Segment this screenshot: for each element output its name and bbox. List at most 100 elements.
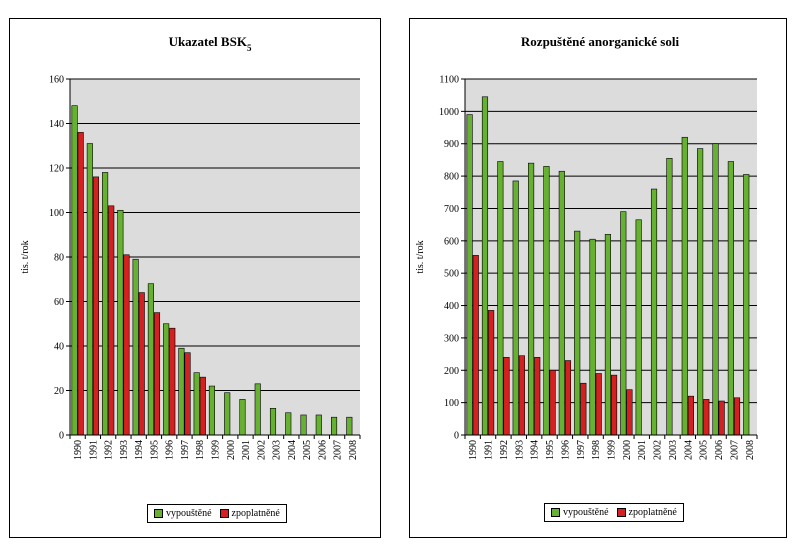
bar-emitted (132, 258, 139, 436)
chart-title: Rozpuštěné anorganické soli (521, 34, 680, 49)
bar-charged (108, 205, 115, 436)
legend-swatch-emitted (154, 509, 163, 518)
bar-charged (611, 374, 618, 436)
bar-charged (92, 176, 99, 436)
legend-item-charged: zpoplatněné (616, 507, 677, 518)
bar-emitted (254, 383, 261, 436)
bar-emitted (315, 414, 322, 436)
bar-emitted (681, 136, 688, 436)
bar-charged (595, 373, 602, 436)
y-tick-label: 160 (49, 75, 64, 86)
bar-charged (687, 395, 694, 436)
bar-charged (169, 327, 176, 436)
y-tick-label: 20 (54, 386, 64, 397)
legend-item-emitted: vypouštěné (154, 508, 212, 519)
x-tick-label: 1995 (545, 440, 556, 460)
x-tick-label: 1998 (591, 440, 602, 460)
x-tick-label: 2002 (653, 440, 664, 460)
bar-emitted (117, 209, 124, 436)
bar-emitted (147, 283, 154, 436)
x-tick-label: 2006 (317, 440, 328, 460)
legend-item-charged: zpoplatněné (219, 508, 280, 519)
y-tick-label: 0 (59, 431, 64, 442)
bar-charged (626, 389, 633, 436)
x-tick-label: 1997 (180, 440, 191, 460)
x-tick-label: 2004 (683, 440, 694, 460)
x-tick-label: 1997 (576, 440, 587, 460)
bar-charged (518, 355, 525, 436)
bar-emitted (102, 172, 109, 436)
x-tick-label: 1991 (484, 440, 495, 460)
y-tick-label: 600 (444, 236, 459, 247)
bar-emitted (331, 416, 338, 436)
x-tick-label: 2001 (241, 440, 252, 460)
bar-charged (703, 399, 710, 436)
bar-emitted (497, 161, 504, 436)
y-tick-label: 300 (444, 333, 459, 344)
legend-label-charged: zpoplatněné (628, 507, 677, 518)
bar-emitted (666, 157, 673, 436)
bar-emitted (285, 412, 292, 436)
x-tick-label: 1992 (499, 440, 510, 460)
y-tick-label: 100 (444, 398, 459, 409)
bar-charged (488, 310, 495, 436)
y-tick-label: 60 (54, 297, 64, 308)
x-tick-label: 1992 (104, 440, 115, 460)
bar-charged (718, 400, 725, 436)
bar-emitted (208, 385, 215, 436)
bar-emitted (743, 174, 750, 436)
x-tick-label: 2000 (622, 440, 633, 460)
bar-charged (199, 376, 206, 436)
y-tick-label: 400 (444, 301, 459, 312)
bar-charged (580, 382, 587, 436)
x-tick-label: 2004 (287, 440, 298, 460)
x-tick-label: 2005 (699, 440, 710, 460)
legend-label-emitted: vypouštěné (166, 508, 212, 519)
bar-emitted (650, 188, 658, 436)
y-tick-label: 200 (444, 366, 459, 377)
y-tick-label: 500 (444, 269, 459, 280)
y-tick-label: 80 (54, 253, 64, 264)
legend-label-charged: zpoplatněné (231, 508, 280, 519)
bar-emitted (163, 323, 170, 436)
x-tick-label: 2000 (226, 440, 237, 460)
bar-charged (549, 369, 556, 436)
bar-charged (123, 254, 130, 436)
legend-swatch-charged (616, 508, 626, 517)
y-tick-label: 800 (444, 172, 459, 183)
bar-charged (138, 292, 145, 436)
x-tick-label: 1994 (134, 440, 145, 460)
bar-charged (564, 360, 572, 436)
legend: vypouštěné zpoplatněné (544, 503, 684, 522)
bar-emitted (574, 230, 581, 436)
bar-charged (534, 357, 541, 436)
bar-emitted (635, 219, 642, 436)
chart-title-subscript: 5 (247, 43, 252, 53)
x-tick-label: 2007 (333, 440, 344, 460)
legend-swatch-charged (219, 509, 229, 518)
bar-emitted (481, 96, 489, 436)
bar-emitted (178, 347, 185, 436)
bar-emitted (620, 211, 627, 436)
bar-emitted (543, 166, 550, 436)
bar-emitted (193, 372, 200, 436)
y-tick-label: 120 (49, 164, 64, 175)
x-tick-label: 1999 (607, 440, 618, 460)
x-tick-label: 2003 (272, 440, 283, 460)
x-tick-label: 2002 (256, 440, 267, 460)
x-tick-label: 1990 (468, 440, 479, 460)
bar-emitted (239, 399, 246, 436)
x-tick-label: 2001 (637, 440, 648, 460)
bar-emitted (589, 238, 596, 436)
legend-swatch-emitted (551, 508, 560, 517)
x-tick-label: 1996 (560, 440, 571, 460)
y-tick-label: 700 (444, 204, 459, 215)
y-tick-label: 40 (54, 342, 64, 353)
bar-emitted (86, 143, 93, 436)
x-tick-label: 1995 (149, 440, 160, 460)
x-tick-label: 2005 (302, 440, 313, 460)
chart-salts-svg: Rozpuštěné anorganické soli 0 100 200 300 400… (415, 34, 758, 460)
y-tick-label: 100 (49, 208, 64, 219)
y-tick-label: 140 (49, 119, 64, 130)
chart-panel-bsk5: Ukazatel BSK5 0 20 40 60 80 100 120 140 160 tis. t… (9, 18, 381, 538)
